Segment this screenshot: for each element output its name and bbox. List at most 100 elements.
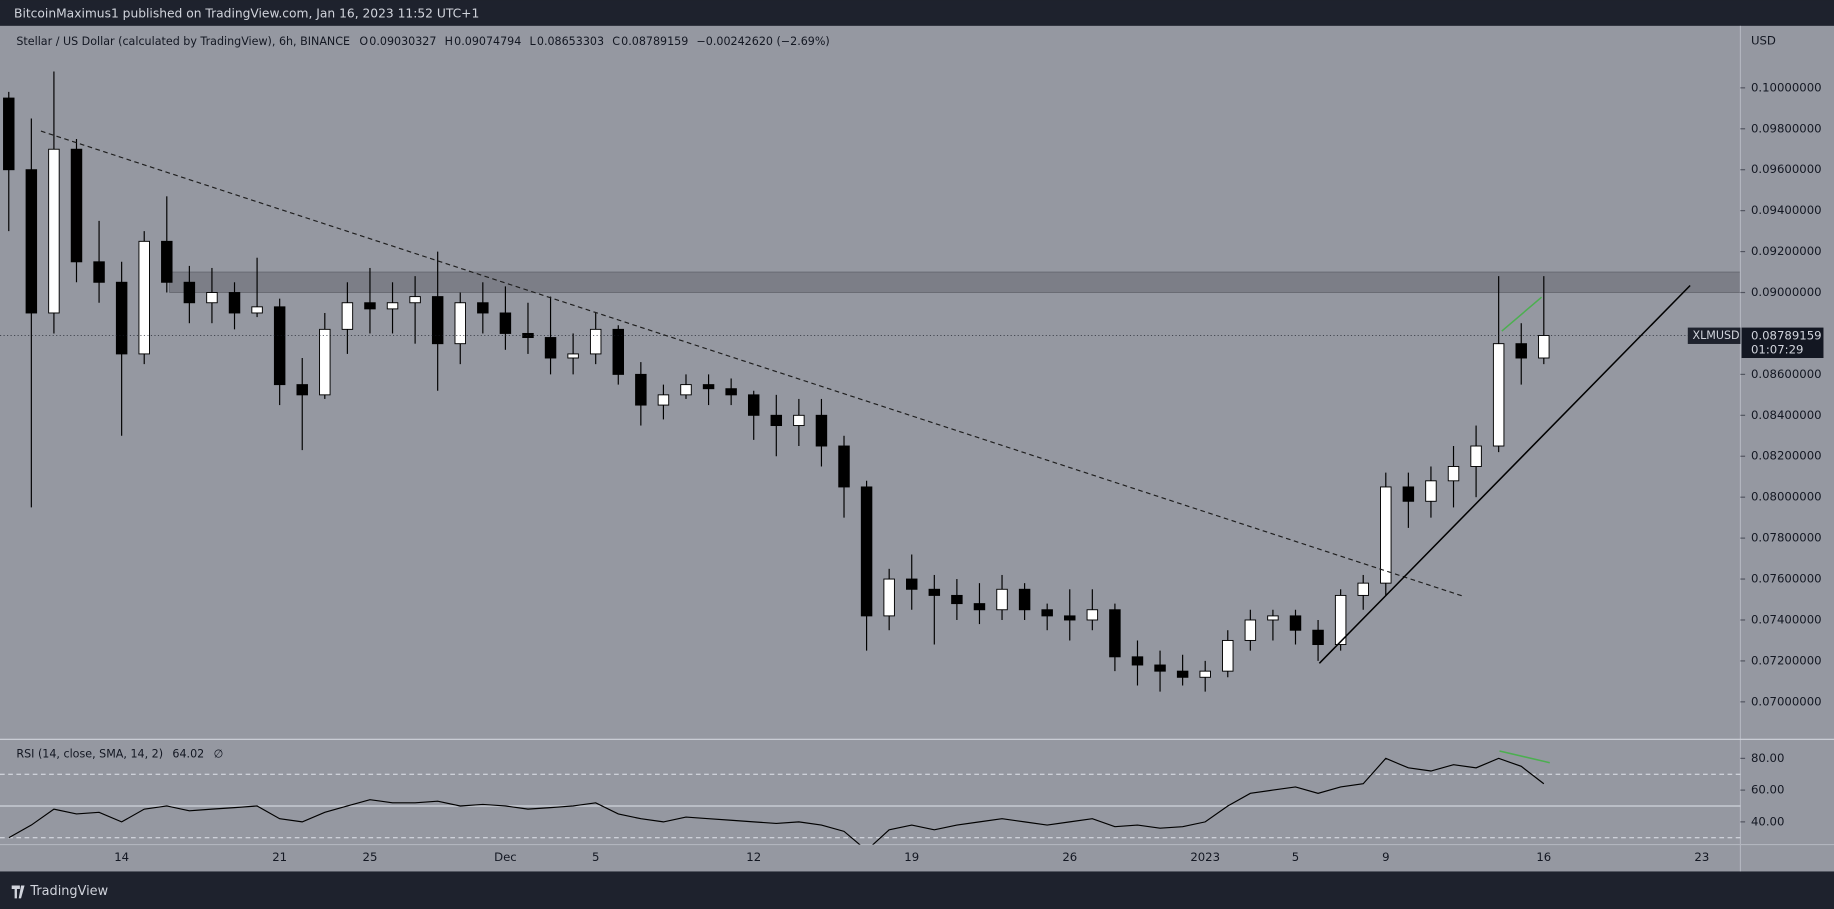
y-tick-label: 0.07000000 (1751, 694, 1822, 708)
candle-body (431, 296, 444, 345)
y-tick-label: 0.07600000 (1751, 572, 1822, 586)
candle-body (251, 306, 263, 314)
y-tick-label: 0.08000000 (1751, 490, 1822, 504)
candle-body (341, 302, 354, 330)
candle-body (1402, 486, 1415, 502)
price-divergence-line (1501, 296, 1543, 332)
y-tick-label: 0.09200000 (1751, 244, 1822, 258)
candle-body (1154, 664, 1166, 672)
y-tick-label: 0.08400000 (1751, 408, 1822, 422)
x-tick-label: Dec (494, 850, 517, 864)
candle-body (1515, 343, 1527, 359)
rsi-pane (0, 757, 1741, 845)
candle-body (996, 588, 1008, 611)
candle-body (206, 292, 218, 304)
candle-body (1447, 466, 1460, 482)
candle-body (477, 302, 489, 314)
candle-body (1492, 343, 1505, 447)
candle-body (161, 240, 173, 283)
ohlc-key: L (530, 35, 537, 48)
candle-body (725, 388, 737, 396)
resistance-zone (169, 271, 1741, 293)
candle-body (1064, 615, 1076, 621)
candle-body (1086, 609, 1099, 621)
y-tick-label: 0.09000000 (1751, 285, 1822, 299)
candle-body (138, 240, 150, 355)
countdown: 01:07:29 (1751, 342, 1804, 356)
symbol-title: Stellar / US Dollar (calculated by Tradi… (16, 35, 350, 48)
y-tick-label: 0.08600000 (1751, 367, 1822, 381)
y-tick-label: 0.08200000 (1751, 449, 1822, 463)
x-tick-label: 25 (363, 850, 378, 864)
candle-body (522, 332, 534, 339)
candle-body (70, 148, 83, 263)
rsi-marker: ∅ (214, 748, 224, 761)
candle-body (1041, 609, 1053, 617)
x-tick-label: 9 (1382, 850, 1389, 864)
candle-body (883, 578, 895, 617)
legend: Stellar / US Dollar (calculated by Tradi… (16, 35, 829, 760)
symbol-tag-text: XLMUSD (1692, 329, 1739, 342)
x-tick-label: 26 (1062, 850, 1077, 864)
candle-body (454, 302, 466, 345)
change: −0.00242620 (−2.69%) (697, 35, 830, 48)
candle-body (1199, 670, 1211, 678)
y-tick-label: 0.09600000 (1751, 162, 1822, 176)
candle-body (1357, 582, 1369, 596)
candle-body (228, 292, 241, 314)
ohlc-value: 0.09030327 (369, 35, 436, 48)
candle-body (1334, 594, 1347, 646)
rsi-current: 64.02 (172, 748, 204, 761)
bottom-bar (0, 871, 1834, 909)
candle-body (680, 384, 692, 396)
candle-body (589, 328, 602, 355)
candle-body (499, 312, 512, 334)
x-tick-label: 16 (1536, 850, 1551, 864)
candle-body (657, 394, 670, 406)
y-tick-label: 0.10000000 (1751, 80, 1822, 94)
ohlc-key: H (445, 35, 453, 48)
x-tick-label: 23 (1694, 850, 1709, 864)
candle-body (3, 97, 15, 171)
x-tick-label: 2023 (1190, 850, 1220, 864)
candle-body (838, 445, 850, 488)
candle-body (273, 306, 286, 386)
candle-body (1380, 486, 1392, 584)
ohlc-value: 0.08789159 (621, 35, 688, 48)
candle-body (409, 296, 421, 304)
candle-body (1244, 619, 1257, 641)
candle-body (793, 414, 805, 427)
last-price: 0.08789159 (1751, 328, 1822, 342)
x-tick-label: 5 (592, 850, 599, 864)
candle-body (1222, 639, 1234, 672)
price-pane (0, 71, 1741, 692)
candle-body (1538, 335, 1550, 359)
ohlc-key: C (612, 35, 620, 48)
candle-body (567, 353, 579, 359)
candle-body (612, 328, 625, 375)
candle-body (702, 384, 715, 390)
last-price-tag (1741, 327, 1824, 359)
rsi-title: RSI (14, close, SMA, 14, 2) (16, 748, 163, 761)
candle-body (1470, 445, 1482, 467)
candle-body (1176, 670, 1189, 678)
x-tick-label: 21 (272, 850, 287, 864)
ohlc-key: O (359, 35, 368, 48)
candle-body (1267, 615, 1279, 621)
candle-body (1312, 629, 1324, 646)
x-tick-label: 12 (746, 850, 761, 864)
brand: TradingView (29, 884, 108, 899)
top-bar (0, 0, 1834, 26)
descending-trendline (40, 130, 1465, 598)
y-tick-label: 0.07800000 (1751, 531, 1822, 545)
rsi-y-tick-label: 80.00 (1751, 751, 1784, 765)
candle-body (635, 373, 647, 406)
candle-body (93, 261, 105, 283)
candle-body (928, 588, 941, 596)
ascending-support (1318, 284, 1691, 664)
candle-body (1018, 588, 1031, 611)
x-tick-label: 5 (1292, 850, 1299, 864)
candle-body (1109, 609, 1121, 658)
